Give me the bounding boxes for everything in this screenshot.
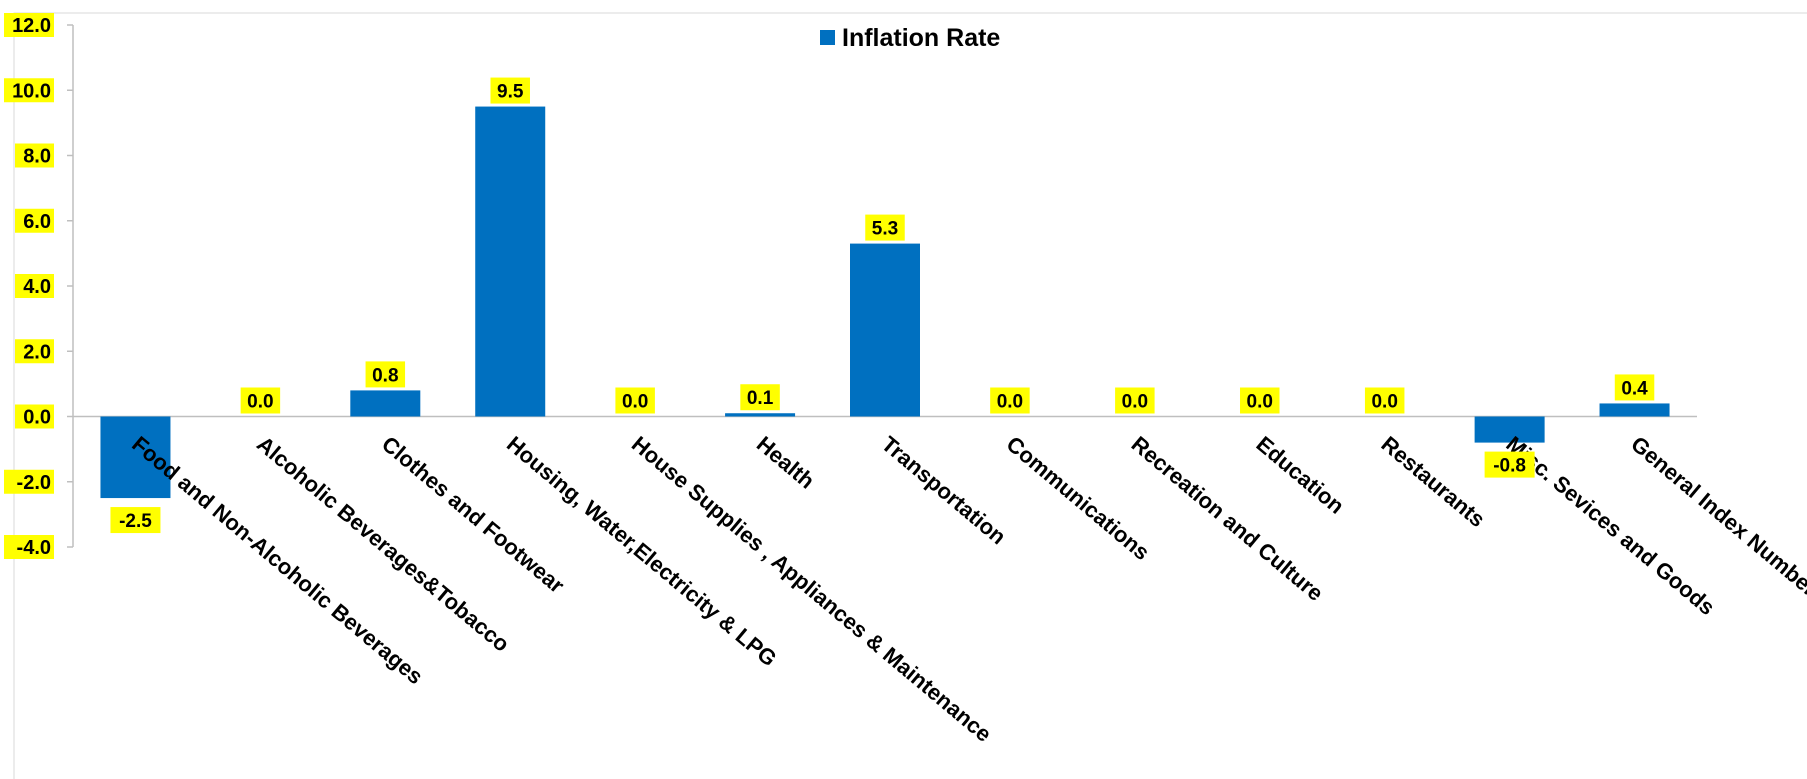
data-label-bg (1240, 387, 1280, 414)
category-label: Transportation (877, 431, 1011, 549)
bar (1474, 416, 1545, 443)
data-label-bg (740, 384, 780, 411)
data-label: 0.8 (372, 365, 398, 386)
data-label-bg (490, 77, 530, 104)
y-tick-label-bg (4, 13, 54, 37)
y-tick-label: 8.0 (23, 146, 51, 168)
data-label-bg (865, 214, 905, 241)
data-label: -0.8 (1493, 456, 1526, 477)
data-label-bg (990, 387, 1030, 414)
y-tick-label-bg (15, 208, 54, 233)
data-label: 0.0 (247, 392, 273, 413)
data-label: 5.3 (872, 219, 898, 240)
data-label: 0.1 (747, 388, 774, 409)
data-label: 0.0 (622, 392, 648, 413)
bar (100, 416, 171, 499)
y-tick-label: 0.0 (23, 407, 51, 429)
bar (725, 413, 796, 417)
category-label: Housing, Water,Electricity & LPG (502, 431, 782, 671)
data-label-bg (240, 387, 281, 414)
data-label: -2.5 (119, 511, 152, 532)
y-tick-label: 4.0 (23, 276, 51, 298)
data-label-bg (1614, 374, 1655, 401)
y-tick-label-bg (15, 339, 54, 364)
data-label: 9.5 (497, 82, 524, 103)
data-label-bg (1364, 387, 1405, 414)
bar (850, 243, 920, 417)
data-label-bg (365, 361, 406, 388)
y-tick-label-bg (4, 535, 54, 559)
data-label-bg (615, 387, 655, 414)
y-tick-label: 10.0 (12, 80, 51, 102)
data-label-bg (1115, 387, 1155, 414)
bar (475, 106, 546, 417)
data-label-bg (110, 507, 161, 534)
data-label: 0.0 (997, 392, 1023, 413)
y-tick-label-bg (15, 274, 54, 298)
legend-label: Inflation Rate (842, 24, 1000, 52)
y-tick-label: 6.0 (23, 211, 51, 233)
chart-border (13, 12, 1807, 779)
data-label-bg (1484, 451, 1535, 478)
category-label: Restaurants (1376, 431, 1489, 532)
bar (350, 390, 421, 417)
category-label: Health (752, 431, 820, 493)
data-label: 0.0 (1247, 392, 1273, 413)
y-tick-label-bg (4, 469, 54, 494)
y-tick-label: -4.0 (17, 537, 51, 559)
y-tick-label: -2.0 (17, 472, 51, 494)
bar (1599, 403, 1670, 417)
category-label: Alcoholic Beverages&Tobacco (252, 431, 514, 657)
data-label: 0.4 (1621, 378, 1648, 399)
y-tick-label: 2.0 (23, 341, 51, 363)
legend-swatch (820, 30, 835, 45)
y-tick-label-bg (15, 404, 54, 429)
category-label: Education (1252, 431, 1350, 519)
y-tick-label: 12.0 (12, 15, 51, 37)
y-tick-label-bg (4, 78, 54, 103)
data-label: 0.0 (1122, 392, 1148, 413)
data-label: 0.0 (1371, 392, 1397, 413)
y-tick-label-bg (15, 143, 54, 168)
